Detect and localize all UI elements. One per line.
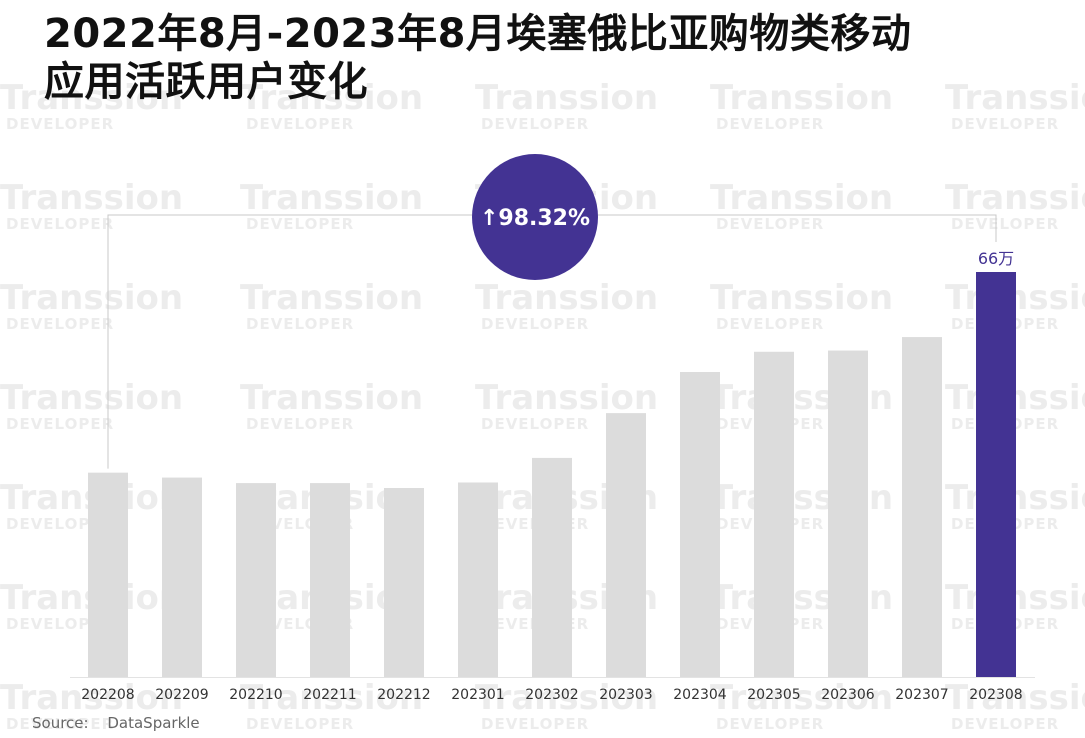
x-tick-label: 202303 <box>599 687 652 703</box>
bar <box>976 272 1016 677</box>
bar <box>384 488 424 677</box>
bar <box>162 477 202 677</box>
chart-title: 2022年8月-2023年8月埃塞俄比亚购物类移动 应用活跃用户变化 <box>44 10 1064 106</box>
x-tick-label: 202305 <box>747 687 800 703</box>
bar <box>754 351 794 677</box>
bar <box>680 372 720 677</box>
x-tick-label: 202304 <box>673 687 727 703</box>
bar <box>828 350 868 677</box>
x-tick-label: 202308 <box>969 687 1022 703</box>
bar <box>606 413 646 677</box>
x-tick-label: 202209 <box>155 687 208 703</box>
source-note: Source: DataSparkle <box>32 714 200 732</box>
growth-badge <box>472 154 598 280</box>
bar <box>236 483 276 677</box>
source-label: Source: <box>32 714 89 732</box>
source-value: DataSparkle <box>107 714 200 732</box>
growth-badge-label: ↑98.32% <box>480 206 590 231</box>
bar <box>902 337 942 677</box>
x-tick-label: 202211 <box>303 687 356 703</box>
x-tick-label: 202306 <box>821 687 875 703</box>
bar <box>458 482 498 677</box>
x-tick-label: 202301 <box>451 687 504 703</box>
x-tick-label: 202210 <box>229 687 282 703</box>
bar <box>88 472 128 677</box>
title-line-1: 2022年8月-2023年8月埃塞俄比亚购物类移动 <box>44 11 912 57</box>
x-tick-label: 202307 <box>895 687 948 703</box>
x-tick-label: 202212 <box>377 687 430 703</box>
bar <box>310 483 350 677</box>
title-line-2: 应用活跃用户变化 <box>44 59 368 105</box>
x-tick-label: 202208 <box>81 687 134 703</box>
data-label: 66万 <box>978 249 1014 268</box>
x-tick-label: 202302 <box>525 687 578 703</box>
bar <box>532 457 572 677</box>
